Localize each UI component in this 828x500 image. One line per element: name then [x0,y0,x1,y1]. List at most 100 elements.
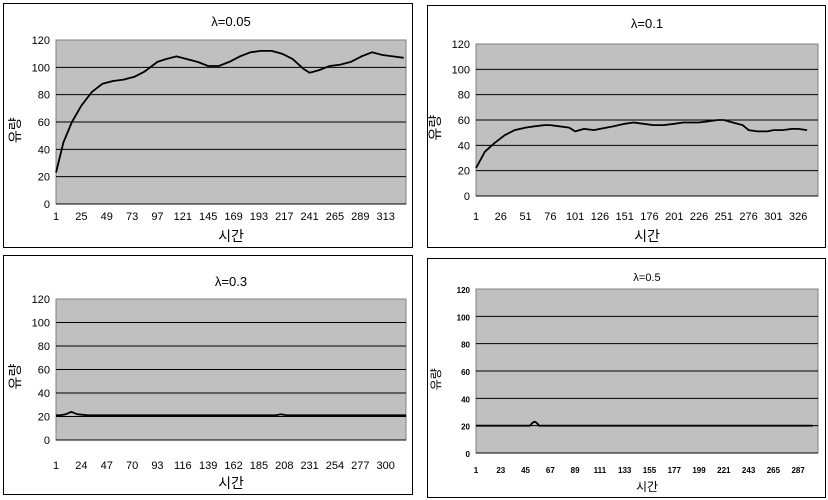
x-tick-label: 26 [495,211,507,223]
chart-svg: 0 20 40 60 80 100 120 1 23 45 67 89 111 133 155 177 199 2… [429,272,819,494]
x-tick-label: 254 [326,460,344,472]
x-tick-label: 241 [300,211,318,223]
y-tick-label: 120 [457,286,471,295]
chart-svg: 0 20 40 60 80 100 120 1 25 49 73 97 121 145 169 193 217 2… [7,14,407,244]
y-tick-label: 100 [457,313,471,322]
x-tick-label: 177 [668,466,682,475]
x-tick-label: 24 [75,460,87,472]
y-axis-label: 유량 [429,368,443,390]
y-tick-label: 0 [44,435,50,447]
y-tick-label: 120 [32,35,50,47]
y-tick-label: 80 [461,341,470,350]
x-tick-label: 25 [75,211,87,223]
series-line [475,119,808,169]
x-tick-label: 151 [616,211,634,223]
x-tick-label: 89 [571,466,580,475]
x-tick-label: 277 [351,460,369,472]
y-tick-label: 20 [458,166,470,178]
x-tick-label: 201 [665,211,683,223]
x-tick-label: 73 [126,211,138,223]
x-tick-label: 243 [742,466,756,475]
x-tick-label: 67 [546,466,555,475]
x-tick-label: 226 [690,211,708,223]
x-tick-label: 169 [224,211,242,223]
x-tick-label: 1 [473,211,479,223]
y-tick-label: 20 [461,423,470,432]
x-tick-label: 70 [126,460,138,472]
y-tick-label: 60 [458,115,470,127]
y-tick-label: 120 [452,39,470,51]
x-tick-label: 326 [789,211,807,223]
y-tick-label: 60 [461,368,470,377]
x-tick-label: 287 [791,466,805,475]
x-tick-label: 221 [717,466,731,475]
y-tick-label: 60 [38,117,50,129]
chart-panel-lambda-0-3: 0 20 40 60 80 100 120 1 24 47 70 93 116 139 162 185 208 2… [3,255,413,495]
chart-panel-lambda-0-5: 0 20 40 60 80 100 120 1 23 45 67 89 111 133 155 177 199 2… [427,258,826,498]
y-tick-label: 0 [44,199,50,211]
y-tick-label: 40 [38,388,50,400]
x-tick-label: 45 [521,466,530,475]
x-tick-label: 276 [739,211,757,223]
y-tick-label: 0 [464,191,470,203]
y-tick-label: 20 [38,172,50,184]
y-tick-label: 40 [38,144,50,156]
y-tick-label: 80 [38,341,50,353]
x-tick-label: 155 [643,466,657,475]
x-tick-label: 300 [377,460,395,472]
chart-panel-lambda-0-05: 0 20 40 60 80 100 120 1 25 49 73 97 121 145 169 193 217 2… [3,3,413,248]
x-axis-label: 시간 [634,228,660,244]
x-tick-label: 101 [566,211,584,223]
x-tick-label: 133 [618,466,632,475]
x-tick-label: 231 [300,460,318,472]
x-tick-label: 289 [351,211,369,223]
chart-title: λ=0.1 [631,16,663,31]
y-tick-label: 20 [38,412,50,424]
x-tick-label: 116 [174,460,192,472]
x-tick-label: 51 [519,211,531,223]
x-tick-label: 97 [151,211,163,223]
y-tick-label: 100 [452,64,470,76]
series-line [476,420,813,427]
x-tick-label: 217 [275,211,293,223]
x-tick-label: 185 [250,460,268,472]
y-tick-label: 100 [32,318,50,330]
x-tick-label: 193 [250,211,268,223]
x-tick-label: 121 [174,211,192,223]
x-tick-label: 139 [199,460,217,472]
y-tick-label: 80 [38,90,50,102]
x-tick-label: 199 [692,466,706,475]
x-tick-label: 301 [764,211,782,223]
x-tick-label: 162 [224,460,242,472]
x-tick-label: 76 [544,211,556,223]
series-line [56,410,406,417]
x-tick-label: 23 [496,466,505,475]
chart-title: λ=0.05 [211,14,250,29]
y-tick-label: 40 [461,395,470,404]
chart-title: λ=0.5 [633,272,660,284]
x-tick-label: 251 [715,211,733,223]
series-line [55,50,404,173]
x-tick-label: 111 [594,466,607,475]
x-tick-label: 145 [199,211,217,223]
y-tick-label: 80 [458,90,470,102]
chart-svg: 0 20 40 60 80 100 120 1 24 47 70 93 116 139 162 185 208 2… [7,274,407,491]
x-tick-label: 176 [640,211,658,223]
y-tick-label: 100 [32,62,50,74]
y-axis-label: 유량 [7,364,23,390]
x-tick-label: 47 [101,460,113,472]
x-tick-label: 208 [275,460,293,472]
x-tick-label: 1 [53,211,59,223]
x-tick-label: 265 [767,466,781,475]
y-tick-label: 120 [32,294,50,306]
y-tick-label: 40 [458,140,470,152]
x-tick-label: 265 [326,211,344,223]
y-axis-label: 유량 [428,115,443,141]
x-axis-label: 시간 [636,480,658,494]
y-axis-label: 유량 [7,117,23,143]
x-tick-label: 1 [474,466,479,475]
chart-title: λ=0.3 [215,274,247,289]
x-tick-label: 49 [101,211,113,223]
y-tick-label: 60 [38,365,50,377]
